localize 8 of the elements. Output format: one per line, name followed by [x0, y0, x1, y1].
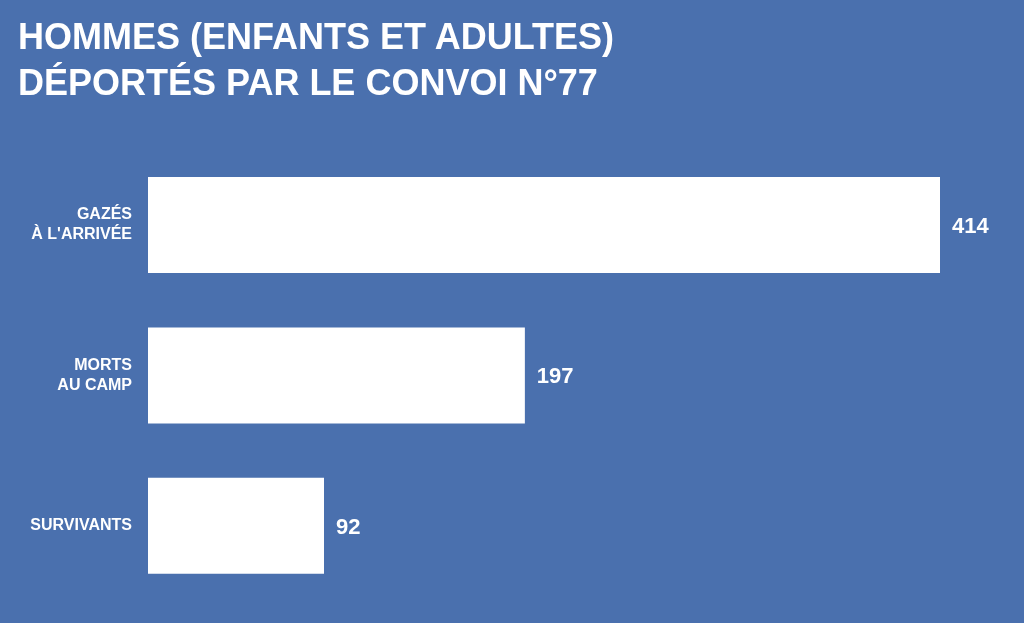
y-tick-label: GAZÉS À L'ARRIVÉE — [31, 204, 133, 243]
data-label: 197 — [536, 363, 574, 389]
y-tick-label: SURVIVANTS — [30, 516, 133, 534]
chart-subtitle: DÉPORTÉS PAR LE CONVOI N°77 — [18, 61, 599, 105]
data-label: 92 — [336, 513, 361, 539]
y-tick-label: MORTS AU CAMP — [57, 355, 133, 393]
chart-title: HOMMES (ENFANTS ET ADULTES) — [18, 15, 614, 59]
data-label: 414 — [952, 212, 990, 238]
